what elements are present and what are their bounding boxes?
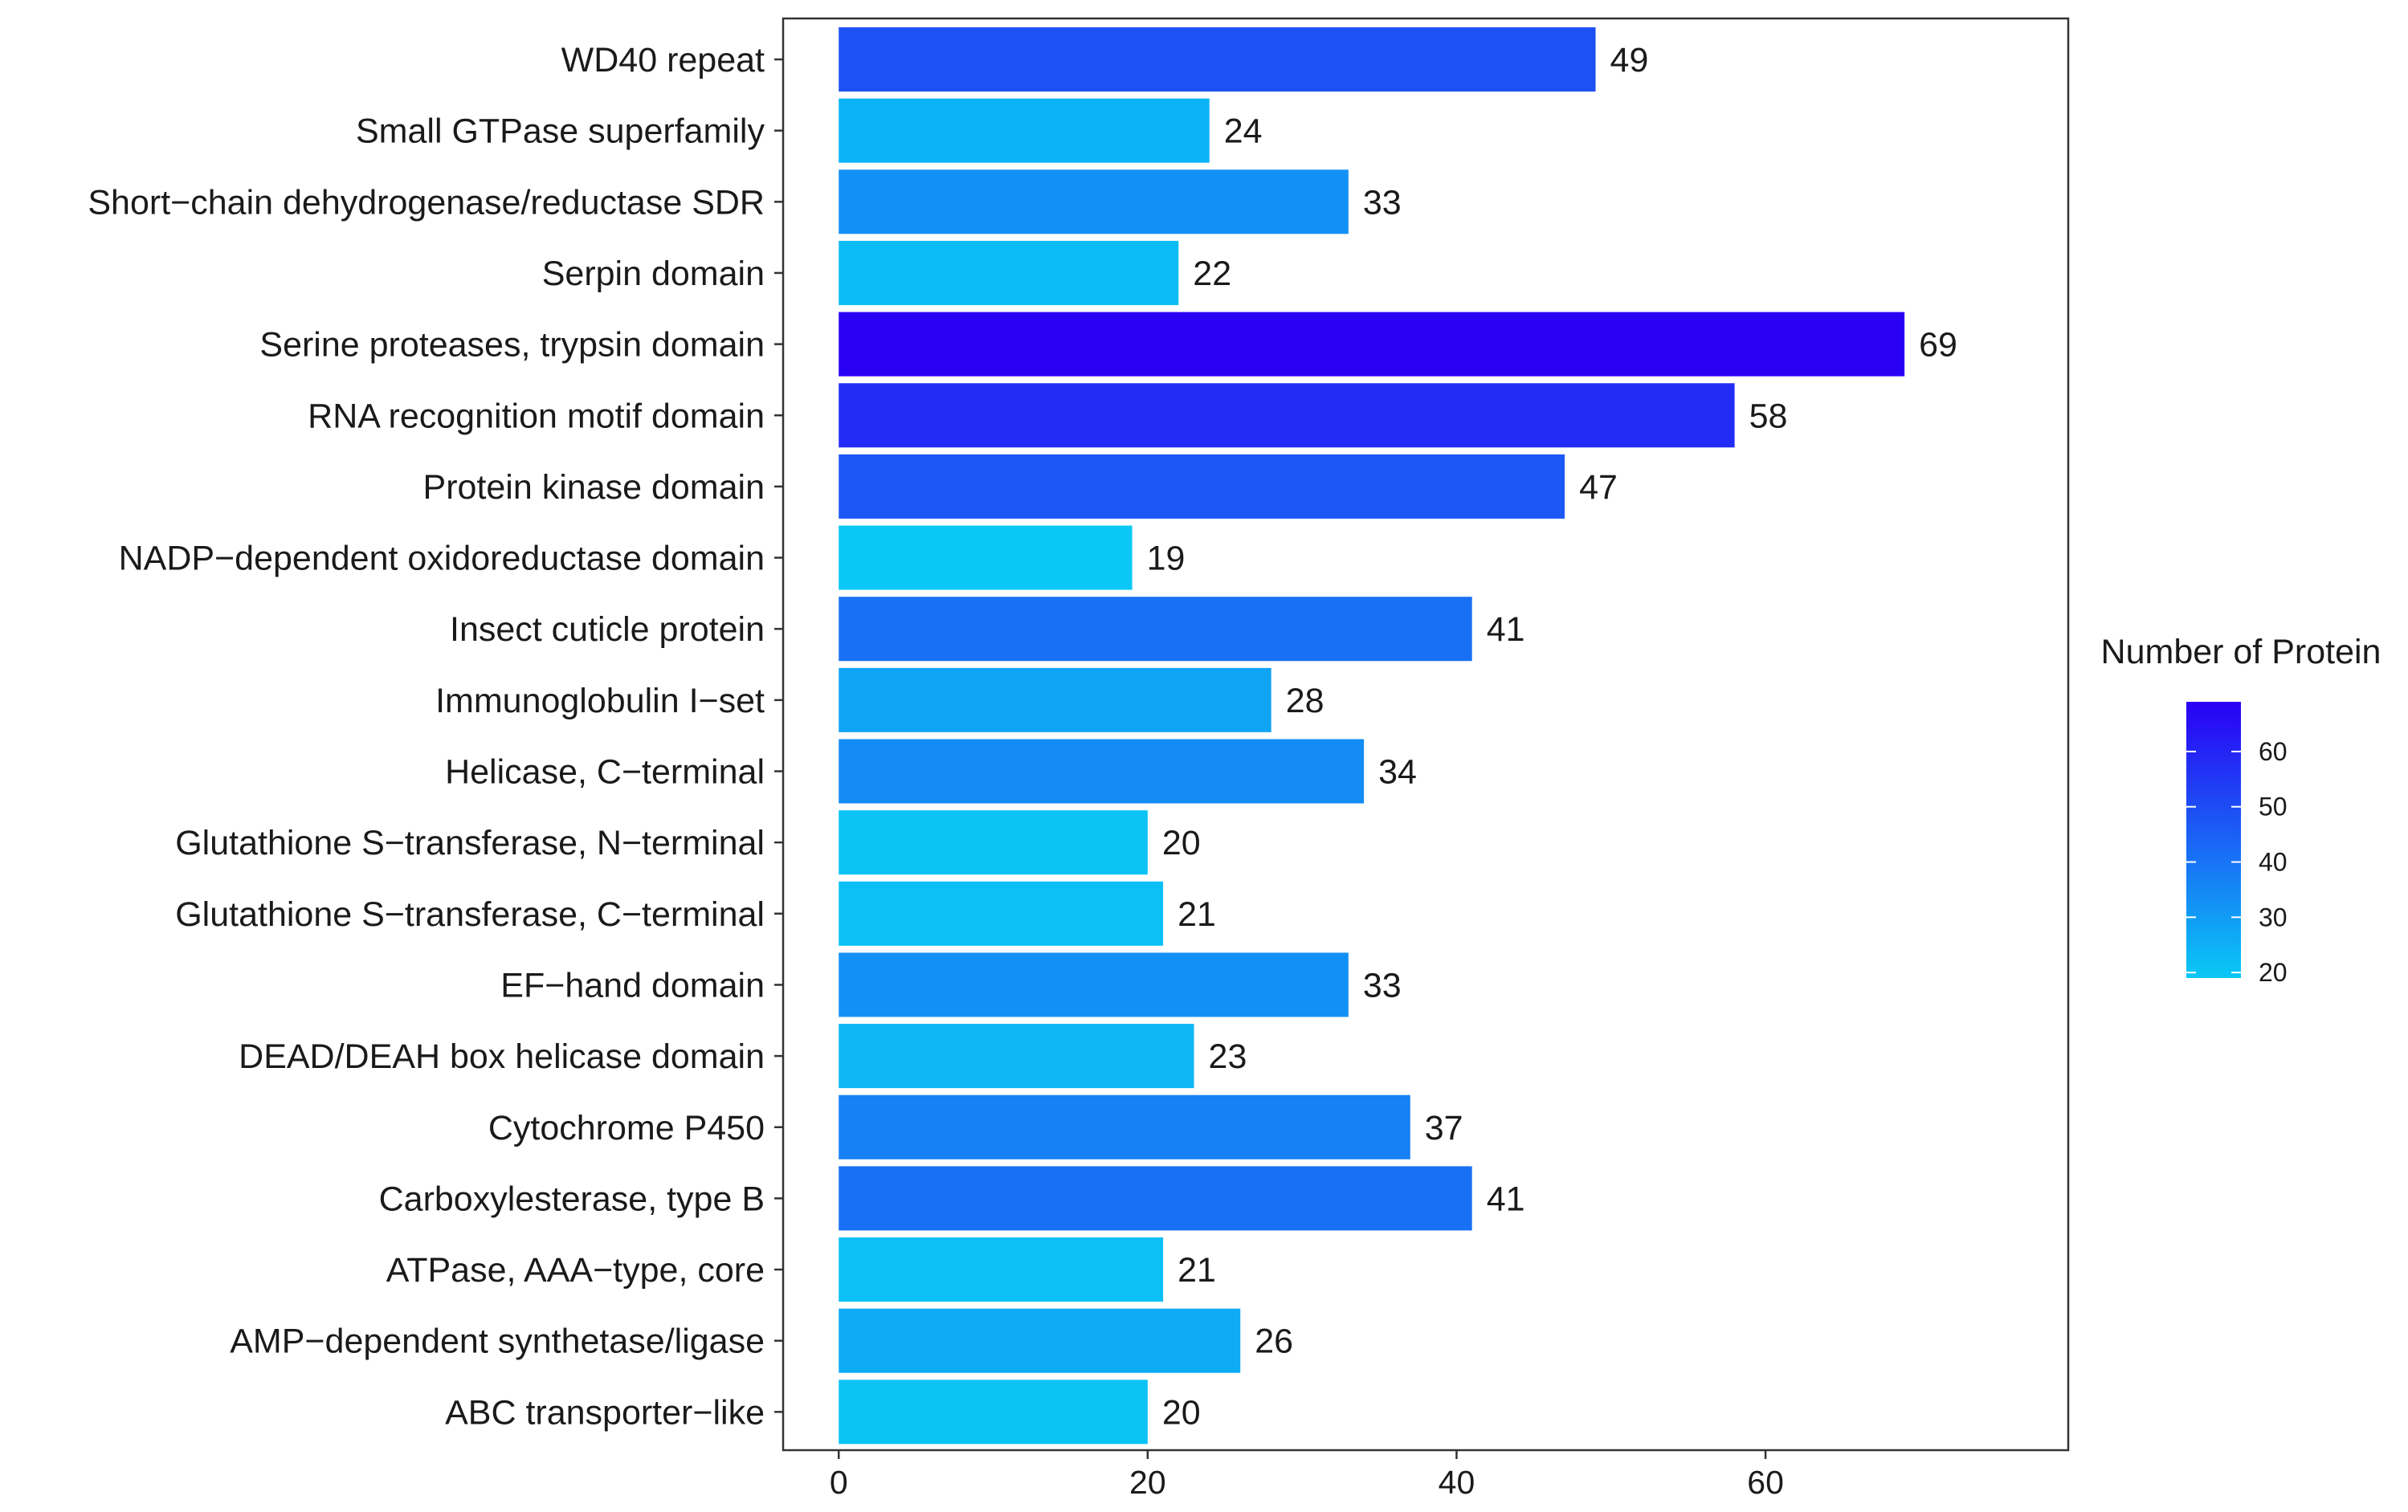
legend-title: Number of Protein [2101,633,2381,671]
x-tick-label: 20 [1129,1464,1166,1501]
category-label: Short−chain dehydrogenase/reductase SDR [88,183,765,222]
legend-tick-label: 60 [2259,737,2288,766]
bar [839,739,1365,804]
category-label: NADP−dependent oxidoreductase domain [119,540,765,578]
bar [839,1166,1472,1231]
category-label: ATPase, AAA−type, core [386,1251,765,1290]
category-label: Carboxylesterase, type B [379,1180,765,1218]
category-label: WD40 repeat [561,41,765,79]
bar [839,667,1271,732]
bar [839,597,1472,662]
category-label: Serpin domain [542,255,765,293]
category-label: AMP−dependent synthetase/ligase [230,1322,765,1361]
value-label: 34 [1378,753,1417,792]
value-label: 20 [1162,1393,1201,1432]
category-label: Glutathione S−transferase, C−terminal [175,895,765,934]
x-axis: 0 20 40 60 [830,1450,1784,1501]
category-label: Immunoglobulin I−set [435,682,765,720]
value-label: 47 [1579,468,1618,507]
value-label: 21 [1177,895,1216,934]
color-legend: Number of Protein 20 30 40 50 60 [2101,633,2381,987]
category-label: Cytochrome P450 [488,1109,765,1147]
category-label: EF−hand domain [500,966,765,1005]
bar [839,312,1905,377]
category-label: Serine proteases, trypsin domain [259,326,765,365]
x-tick-label: 0 [830,1464,848,1501]
legend-tick-label: 20 [2259,958,2288,987]
bar [839,169,1349,234]
legend-ticks: 20 30 40 50 60 [2186,737,2288,987]
bar [839,1024,1194,1089]
value-label: 33 [1363,966,1402,1005]
bar [839,952,1349,1017]
legend-tick-label: 30 [2259,903,2288,931]
bar [839,98,1210,163]
value-label: 28 [1286,682,1324,720]
category-label: Protein kinase domain [423,468,765,507]
plot-panel-border [782,17,2070,1452]
bar [839,383,1735,448]
category-label: DEAD/DEAH box helicase domain [239,1037,765,1076]
bar [839,881,1164,946]
category-label: ABC transporter−like [445,1393,765,1432]
bar [839,1094,1410,1159]
bar [839,1237,1164,1302]
bar [839,240,1179,305]
value-label: 20 [1162,824,1201,862]
bar [839,1308,1241,1373]
bar [839,810,1148,875]
bar [839,27,1596,92]
category-axis: WD40 repeat Small GTPase superfamily Short… [88,41,783,1432]
value-label: 22 [1193,255,1231,293]
value-label: 58 [1749,397,1788,435]
x-tick-label: 40 [1439,1464,1475,1501]
x-tick-label: 60 [1747,1464,1784,1501]
category-label: Insect cuticle protein [450,610,765,649]
bar [839,1380,1148,1445]
value-label: 21 [1177,1251,1216,1290]
value-label: 26 [1255,1322,1293,1361]
legend-tick-label: 50 [2259,793,2288,821]
legend-tick-label: 40 [2259,848,2288,877]
bar [839,454,1565,519]
value-label: 33 [1363,183,1402,222]
value-label: 41 [1487,1180,1525,1218]
value-label: 23 [1209,1037,1247,1076]
value-label: 49 [1610,41,1649,79]
legend-colorbar [2186,702,2241,978]
value-label: 37 [1425,1109,1463,1147]
value-label: 69 [1919,326,1957,365]
value-label: 41 [1487,610,1525,649]
category-label: Helicase, C−terminal [445,753,765,792]
bar [839,525,1133,590]
category-label: Small GTPase superfamily [356,112,765,151]
value-label: 19 [1147,540,1186,578]
category-label: Glutathione S−transferase, N−terminal [175,824,765,862]
value-label: 24 [1224,112,1263,151]
bars-layer: 49 24 33 22 69 58 47 19 41 28 34 20 21 33 23 37 41 21 26 20 [839,27,1957,1445]
category-label: RNA recognition motif domain [308,397,765,435]
